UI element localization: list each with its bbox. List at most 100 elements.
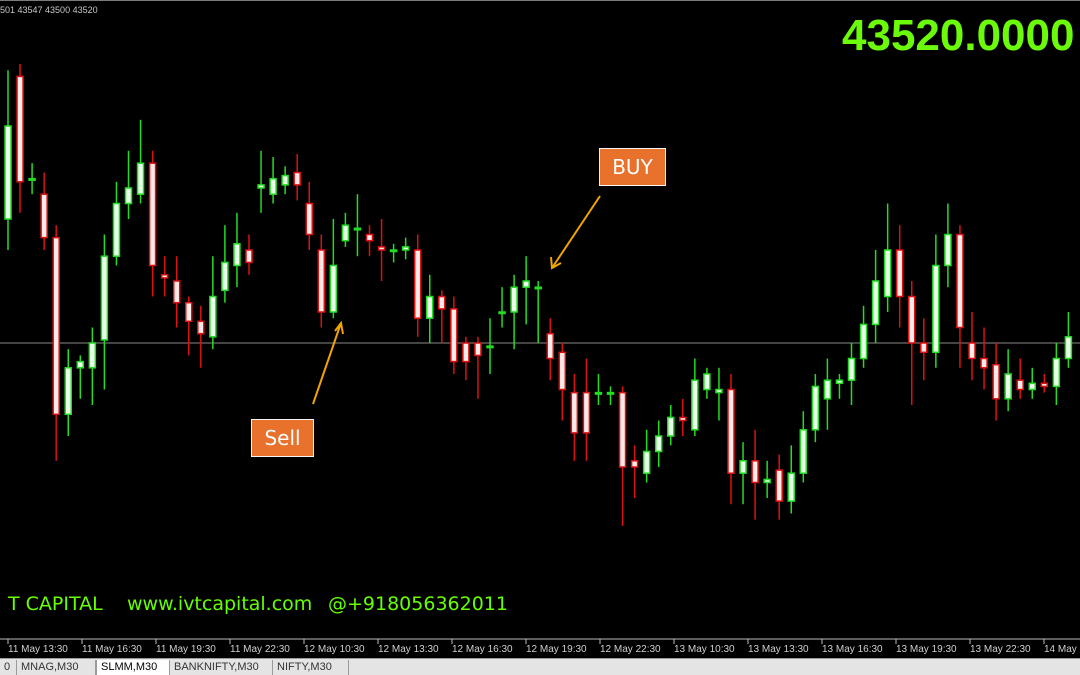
sell-callout: Sell [251, 419, 314, 457]
candle [1016, 358, 1024, 399]
candle [4, 70, 12, 250]
candle-body [763, 478, 771, 484]
x-tick-label: 14 May 1 [1044, 644, 1080, 655]
candle-body [775, 469, 783, 502]
candle [582, 358, 591, 461]
tab-banknifty[interactable]: BANKNIFTY,M30 [170, 660, 273, 675]
candle-body [920, 342, 928, 354]
candle [654, 420, 663, 467]
candle-body [1052, 357, 1061, 388]
tab-mnag[interactable]: MNAG,M30 [17, 660, 96, 675]
candle [450, 296, 458, 374]
candle [679, 398, 687, 436]
candle-body [618, 391, 627, 468]
footer-website: www.ivtcapital.com [127, 593, 313, 615]
x-tick-label: 13 May 22:30 [970, 644, 1031, 655]
candle [1028, 367, 1036, 399]
candle [895, 225, 904, 328]
candle [486, 318, 494, 374]
candle [871, 250, 880, 343]
candle [221, 225, 229, 303]
candle-body [160, 274, 169, 279]
candle-body [281, 174, 289, 186]
candle-body [100, 255, 109, 341]
tab-slmm[interactable]: SLMM,M30 [96, 660, 170, 675]
candle [377, 219, 386, 281]
candle [775, 454, 783, 520]
x-tick-label: 13 May 10:30 [674, 644, 735, 655]
candle [160, 256, 169, 297]
ohlc-readout: 501 43547 43500 43520 [0, 5, 98, 15]
candle [534, 281, 542, 343]
candle-body [172, 280, 181, 304]
candle-body [40, 193, 48, 239]
candle [136, 119, 145, 204]
x-tick-label: 12 May 10:30 [304, 644, 365, 655]
candle [630, 445, 639, 498]
x-tick-label: 12 May 16:30 [452, 644, 513, 655]
candle-body [124, 187, 133, 205]
candle-body [883, 249, 892, 298]
candle [88, 327, 97, 405]
candle-body [546, 332, 554, 360]
x-tick-label: 13 May 19:30 [896, 644, 957, 655]
candle [811, 374, 820, 443]
candle [956, 225, 964, 368]
candle-body [365, 233, 374, 242]
candle-body [1064, 336, 1073, 360]
candle-body [582, 391, 591, 434]
chart-area[interactable]: 11 May 13:30 11 May 16:30 11 May 19:30 11 M… [0, 0, 1080, 658]
candle-body [16, 75, 24, 183]
candle [739, 442, 747, 505]
candle [558, 343, 567, 421]
candle-body [1040, 382, 1049, 388]
candle [197, 305, 205, 368]
candle-body [1028, 382, 1036, 391]
candle [667, 405, 675, 446]
candle-body [293, 171, 301, 186]
candlestick-chart[interactable]: 11 May 13:30 11 May 16:30 11 May 19:30 11 M… [0, 1, 1080, 659]
candle [715, 367, 723, 421]
candle-body [944, 233, 952, 267]
tab-previous[interactable]: 0 [0, 660, 17, 675]
candle [438, 290, 446, 343]
candle-body [148, 162, 157, 267]
candle [341, 212, 350, 247]
candle [944, 203, 952, 288]
candle [401, 237, 410, 260]
candle [462, 336, 470, 381]
candle [353, 194, 362, 257]
candle-body [739, 460, 747, 474]
candle-body [667, 416, 675, 437]
candle-body [715, 388, 723, 394]
candle-body [329, 264, 338, 313]
candle-body [932, 264, 940, 354]
candle [883, 203, 892, 312]
candle-body [956, 233, 964, 329]
candle [317, 234, 326, 328]
candle-body [438, 295, 446, 310]
candle-body [450, 308, 458, 363]
candle-body [654, 435, 663, 453]
candle [1004, 349, 1012, 412]
candle-body [28, 177, 36, 181]
candle-body [630, 460, 639, 468]
candle-body [88, 342, 97, 369]
candle [932, 234, 940, 368]
current-price-display: 43520.0000 [842, 11, 1075, 60]
candle-body [221, 261, 229, 292]
candle-body [257, 184, 265, 189]
x-tick-label: 11 May 19:30 [156, 644, 216, 655]
candle [209, 256, 217, 350]
candle-body [185, 301, 193, 323]
candle [16, 64, 24, 213]
candle [498, 287, 506, 328]
candle-body [209, 295, 217, 338]
candle [992, 343, 1000, 421]
candle [233, 212, 241, 288]
tab-nifty[interactable]: NIFTY,M30 [273, 660, 349, 675]
candle [703, 367, 711, 399]
candle [727, 374, 735, 505]
candle-body [787, 472, 795, 502]
candle-body [823, 379, 832, 400]
